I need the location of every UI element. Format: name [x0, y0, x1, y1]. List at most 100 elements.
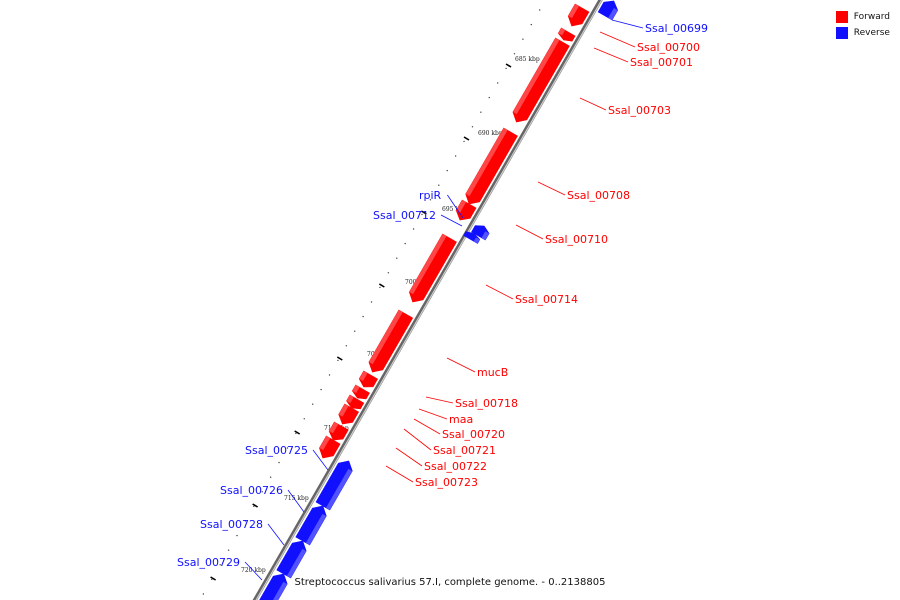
gene-label[interactable]: Ssal_00721: [433, 444, 496, 457]
minor-tick: [345, 345, 348, 347]
gene-label[interactable]: Ssal_00718: [455, 397, 518, 410]
gene-arrow: [319, 435, 341, 459]
minor-tick: [303, 418, 305, 420]
gene-shading: [512, 38, 560, 115]
gene-label[interactable]: Ssal_00714: [515, 293, 578, 306]
minor-tick: [328, 374, 331, 376]
gene-shading: [608, 8, 618, 20]
gene-arrow: [328, 421, 349, 441]
minor-tick: [219, 564, 221, 566]
gene-arrow: [295, 505, 327, 546]
tick-label: 715 kbp: [284, 495, 309, 502]
gene-arrow: [259, 573, 288, 600]
minor-tick: [522, 38, 524, 40]
gene-arrow: [408, 233, 457, 303]
gene-shading: [481, 231, 490, 240]
gene-shading: [319, 436, 331, 451]
minor-tick: [202, 593, 205, 595]
leader-line: [312, 449, 329, 471]
minor-tick: [311, 403, 314, 405]
legend-item-forward: Forward: [835, 9, 890, 25]
leader-line: [244, 561, 263, 581]
gene-arrow: [351, 384, 370, 400]
gene-shading: [359, 371, 368, 381]
leader-line: [267, 523, 285, 546]
major-tick: [420, 210, 427, 215]
gene-arrow: [368, 309, 414, 373]
leader-line: [395, 447, 423, 467]
backbone-highlight: [255, 0, 603, 600]
gene-arrow: [512, 37, 570, 123]
gene-label[interactable]: maa: [449, 413, 473, 426]
gene-label[interactable]: Ssal_00701: [630, 56, 693, 69]
gene-label[interactable]: Ssal_00725: [245, 444, 308, 457]
minor-tick: [412, 228, 415, 230]
minor-tick: [387, 272, 390, 274]
gene-label[interactable]: Ssal_00722: [424, 460, 487, 473]
forward-swatch: [835, 11, 848, 23]
minor-tick: [530, 23, 533, 26]
genome-backbone: [252, 0, 603, 600]
gene-arrow: [567, 3, 590, 27]
minor-tick: [362, 315, 364, 318]
leader-line: [593, 47, 629, 63]
leader-line: [403, 428, 432, 451]
gene-label[interactable]: rpiR: [419, 189, 442, 202]
gene-shading: [305, 513, 327, 545]
gene-label[interactable]: Ssal_00700: [637, 41, 700, 54]
leader-line: [447, 194, 464, 219]
gene-label[interactable]: Ssal_00723: [415, 476, 478, 489]
gene-shading: [326, 468, 353, 510]
gene-label[interactable]: Ssal_00699: [645, 22, 708, 35]
major-tick: [252, 503, 259, 508]
leader-line: [579, 97, 607, 111]
gene-shading: [456, 200, 466, 213]
minor-tick: [438, 184, 440, 186]
leader-line: [515, 224, 544, 240]
gene-arrow: [597, 0, 619, 21]
gene-label[interactable]: Ssal_00703: [608, 104, 671, 117]
gene-arrow: [463, 231, 481, 244]
legend-label-forward: Forward: [853, 12, 890, 22]
gene-label[interactable]: Ssal_00729: [177, 556, 240, 569]
leader-line: [446, 357, 476, 373]
minor-tick: [446, 169, 448, 172]
gene-shading: [409, 234, 447, 295]
minor-tick: [496, 82, 499, 84]
minor-tick: [261, 491, 263, 493]
backbone-line: [252, 0, 603, 600]
gene-label[interactable]: Ssal_00728: [200, 518, 263, 531]
legend-label-reverse: Reverse: [853, 28, 890, 38]
minor-tick: [488, 96, 490, 99]
minor-tick: [286, 447, 289, 449]
major-tick: [505, 63, 512, 68]
tick-label: 690 kbp: [478, 130, 503, 137]
gene-label[interactable]: Ssal_00708: [567, 189, 630, 202]
leader-line: [440, 214, 463, 227]
minor-tick: [505, 67, 507, 70]
gene-arrow: [346, 394, 365, 410]
gene-label[interactable]: Ssal_00726: [220, 484, 283, 497]
major-tick: [294, 430, 301, 435]
gene-label[interactable]: Ssal_00712: [373, 209, 436, 222]
leader-line: [611, 19, 644, 29]
minor-tick: [295, 432, 297, 435]
gene-label[interactable]: Ssal_00710: [545, 233, 608, 246]
minor-tick: [396, 257, 398, 259]
minor-tick: [471, 126, 474, 128]
leader-line: [287, 489, 305, 513]
minor-tick: [278, 461, 280, 464]
genome-caption: Streptococcus salivarius 57.I, complete …: [294, 577, 606, 588]
gene-label[interactable]: Ssal_00720: [442, 428, 505, 441]
leader-line: [599, 31, 636, 48]
gene-shading: [465, 128, 508, 197]
leader-line: [413, 418, 441, 435]
gene-label[interactable]: mucB: [477, 366, 508, 379]
gene-shading: [329, 422, 339, 434]
leader-line: [485, 284, 514, 300]
leader-line: [425, 396, 454, 404]
gene-labels: Ssal_00699 Ssal_00700 Ssal_00701 Ssal_00703…: [177, 19, 708, 581]
minor-tick: [253, 505, 255, 508]
reverse-swatch: [835, 27, 848, 39]
